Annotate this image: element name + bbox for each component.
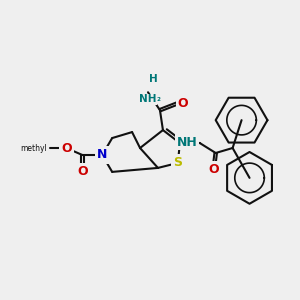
Text: H: H [148,74,158,84]
Text: methyl: methyl [21,143,47,152]
Text: NH: NH [139,94,157,104]
Text: O: O [178,97,188,110]
Text: S: S [173,156,182,170]
Text: O: O [208,164,219,176]
Text: O: O [77,165,88,178]
Text: O: O [61,142,72,154]
Text: NH: NH [177,136,198,148]
Text: ₂: ₂ [157,94,161,103]
Text: N: N [97,148,107,161]
